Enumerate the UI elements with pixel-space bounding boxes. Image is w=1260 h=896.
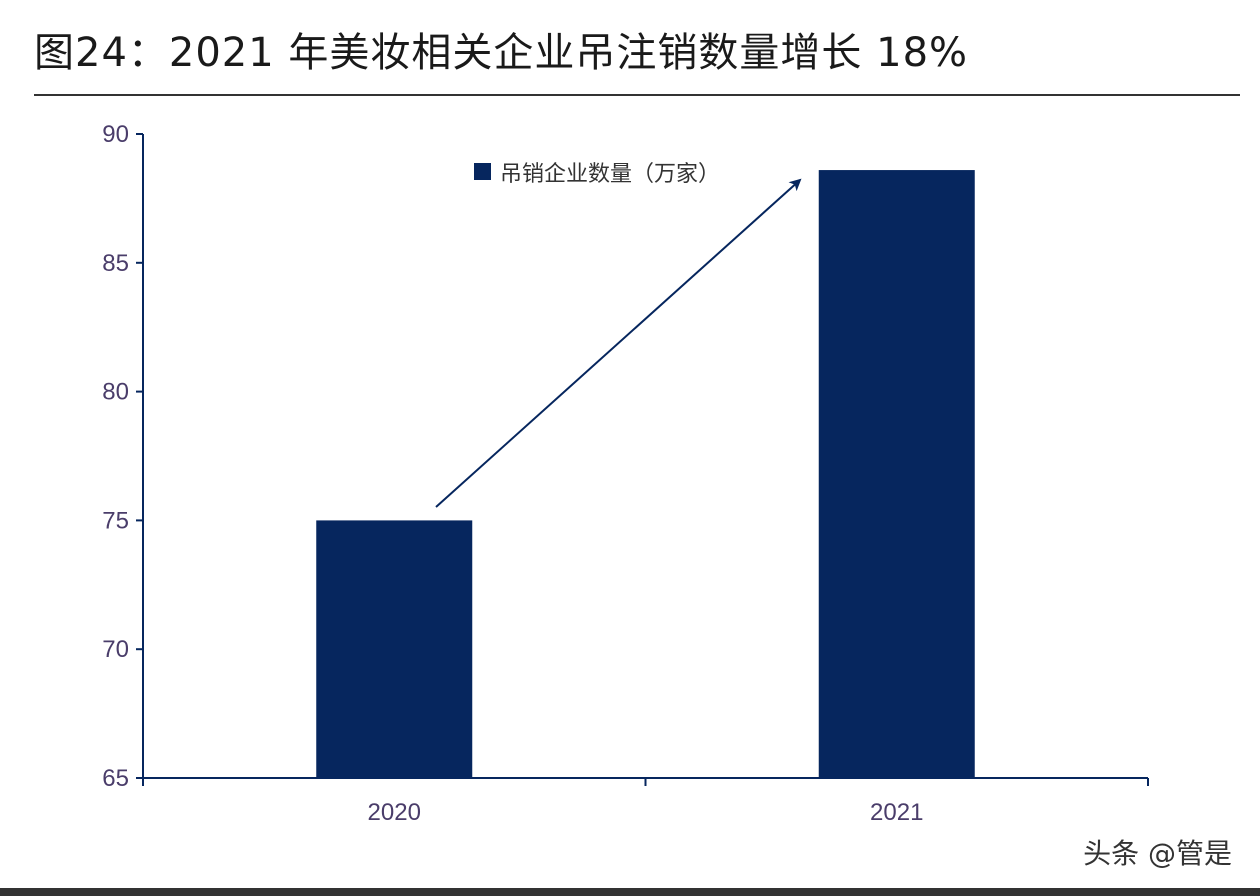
y-tick-label: 75 bbox=[102, 507, 129, 534]
title-divider bbox=[34, 94, 1240, 96]
bar-2020 bbox=[316, 520, 473, 778]
legend: 吊销企业数量（万家） bbox=[474, 162, 720, 187]
watermark: 头条 @管是 bbox=[1083, 837, 1232, 870]
y-tick-label: 65 bbox=[102, 765, 129, 792]
y-tick-label: 90 bbox=[102, 121, 129, 148]
legend-swatch bbox=[474, 163, 491, 180]
bar-2021 bbox=[818, 170, 975, 779]
y-tick-label: 80 bbox=[102, 379, 129, 406]
legend-label: 吊销企业数量（万家） bbox=[500, 162, 720, 187]
footer-divider bbox=[0, 888, 1260, 896]
trend-arrow bbox=[435, 178, 802, 508]
y-tick-label: 70 bbox=[102, 636, 129, 663]
x-tick-label: 2021 bbox=[870, 799, 923, 826]
y-tick-label: 85 bbox=[102, 250, 129, 277]
page-title: 图24：2021 年美妆相关企业吊注销数量增长 18% bbox=[34, 30, 969, 76]
x-tick-label: 2020 bbox=[368, 799, 421, 826]
